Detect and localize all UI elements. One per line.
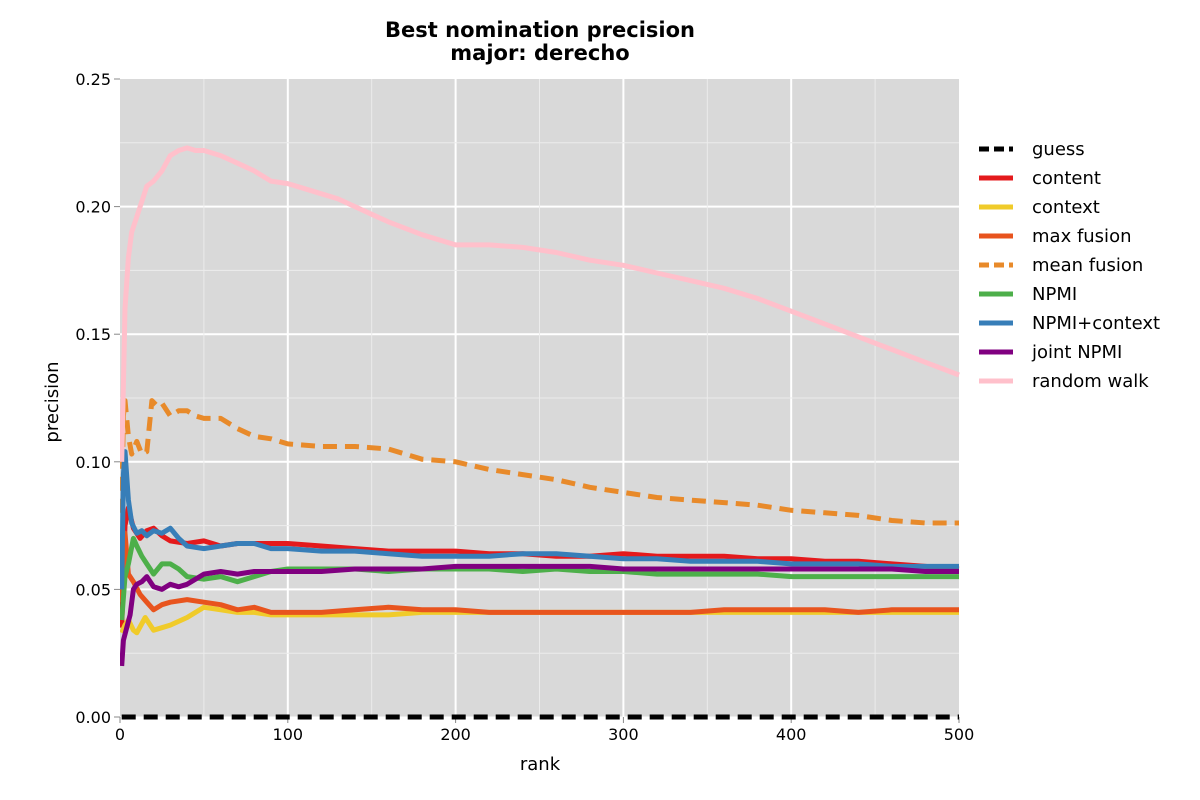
series-line-context [120, 604, 959, 636]
x-tick-label: 0 [115, 725, 125, 744]
y-axis-label: precision [42, 361, 63, 442]
series-lines [120, 145, 960, 720]
legend-label: content [1032, 168, 1101, 189]
legend-label: guess [1032, 139, 1085, 160]
y-tick-label: 0.10 [75, 453, 111, 472]
x-tick-label: 400 [776, 725, 807, 744]
legend-label: context [1032, 197, 1100, 218]
x-tick-label: 500 [944, 725, 975, 744]
x-tick-label: 300 [608, 725, 639, 744]
y-tick-label: 0.00 [75, 708, 111, 727]
legend: guess content context max fusion mean fusion… [979, 139, 1160, 392]
x-tick-label: 100 [273, 725, 304, 744]
legend-label: NPMI+context [1032, 313, 1160, 334]
x-tick-label: 200 [440, 725, 471, 744]
legend-label: random walk [1032, 371, 1149, 392]
tick-labels: 0 100 200 300 400 500 0.00 0.05 0.10 0.15 0.20 0.25 [75, 70, 974, 744]
series-line-random-walk [120, 145, 960, 462]
y-tick-label: 0.15 [75, 325, 111, 344]
legend-label: max fusion [1032, 226, 1131, 247]
legend-label: joint NPMI [1031, 342, 1122, 363]
series-line-max-fusion [120, 530, 959, 615]
legend-label: mean fusion [1032, 255, 1143, 276]
chart-title: Best nomination precision [385, 18, 695, 42]
chart-subtitle: major: derecho [450, 41, 629, 65]
y-tick-label: 0.05 [75, 580, 111, 599]
series-line-npmi-context [120, 449, 959, 590]
y-tick-label: 0.20 [75, 198, 111, 217]
series-line-joint-npmi [120, 563, 959, 667]
legend-label: NPMI [1032, 284, 1077, 305]
y-tick-label: 0.25 [75, 70, 111, 89]
x-axis-label: rank [520, 754, 561, 775]
series-line-mean-fusion [120, 398, 959, 526]
